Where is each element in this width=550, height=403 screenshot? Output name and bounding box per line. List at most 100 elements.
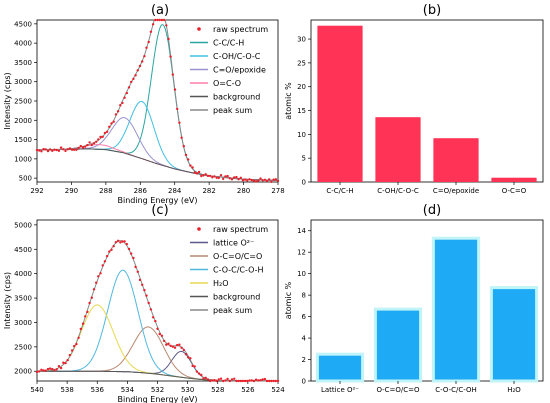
raw-spectrum-point — [86, 143, 89, 147]
raw-spectrum-point — [55, 368, 58, 371]
x-tick-label: 530 — [181, 386, 194, 394]
bar — [315, 352, 365, 383]
raw-spectrum-point — [119, 241, 122, 244]
category-label: C-OH/C-O-C — [377, 187, 419, 195]
raw-spectrum-point — [86, 310, 89, 314]
raw-spectrum-point — [243, 178, 247, 181]
raw-spectrum-point — [51, 149, 54, 152]
raw-spectrum-point — [222, 177, 225, 181]
raw-spectrum-point — [261, 179, 264, 182]
y-axis-label: atomic % — [284, 82, 293, 120]
x-tick-label: 284 — [168, 187, 182, 195]
raw-spectrum-point — [169, 344, 172, 347]
raw-spectrum-point — [138, 278, 142, 282]
raw-spectrum-point — [154, 319, 157, 323]
raw-spectrum-point — [243, 379, 247, 383]
raw-spectrum-point — [97, 138, 100, 141]
y-tick-label: 8 — [302, 292, 306, 300]
x-tick-label: 538 — [60, 386, 73, 394]
x-tick-label: 536 — [91, 386, 105, 394]
raw-spectrum-point — [233, 176, 236, 179]
raw-spectrum-point — [77, 336, 80, 339]
raw-spectrum-point — [92, 288, 96, 291]
y-tick-label: 2 — [302, 356, 306, 364]
raw-spectrum-point — [217, 176, 220, 180]
y-tick-label: 5000 — [14, 221, 32, 229]
raw-spectrum-point — [165, 24, 168, 27]
y-tick-label: 3000 — [14, 78, 32, 86]
raw-spectrum-point — [254, 180, 258, 183]
raw-spectrum-point — [173, 346, 177, 349]
raw-spectrum-point — [200, 174, 203, 178]
raw-spectrum-point — [84, 145, 87, 148]
raw-spectrum-point — [40, 150, 43, 153]
raw-spectrum-point — [92, 142, 96, 145]
category-label: C-C/C-H — [326, 187, 353, 195]
raw-spectrum-point — [226, 377, 229, 381]
raw-spectrum-point — [182, 348, 185, 352]
legend-label: C-C/C-H — [213, 39, 244, 48]
x-tick-label: 278 — [271, 187, 284, 195]
raw-spectrum-point — [70, 148, 74, 151]
chart-panel-0: (a) 292 290 288 286 284 282 280 278 500 1000 1500 20… — [3, 3, 285, 205]
x-tick-label: 290 — [65, 187, 78, 195]
raw-spectrum-point — [246, 179, 249, 182]
raw-spectrum-point — [121, 240, 124, 243]
raw-spectrum-point — [248, 379, 251, 382]
x-tick-label: 286 — [134, 187, 148, 195]
raw-spectrum-point — [202, 174, 205, 177]
raw-spectrum-point — [149, 30, 153, 33]
x-tick-label: 526 — [241, 386, 255, 394]
raw-spectrum-point — [263, 377, 267, 381]
raw-spectrum-point — [145, 294, 148, 297]
raw-spectrum-point — [239, 176, 242, 179]
raw-spectrum-point — [265, 179, 269, 183]
raw-spectrum-point — [206, 378, 210, 381]
category-label: C-O-C/C-OH — [435, 386, 476, 394]
bar — [491, 177, 537, 182]
raw-spectrum-point — [276, 379, 280, 383]
x-tick-label: 540 — [30, 386, 43, 394]
raw-spectrum-point — [252, 179, 256, 182]
y-tick-label: 20 — [297, 83, 306, 91]
raw-spectrum-point — [81, 322, 85, 325]
raw-spectrum-point — [182, 145, 185, 148]
raw-spectrum-point — [158, 332, 161, 336]
raw-spectrum-point — [42, 147, 45, 151]
raw-spectrum-point — [116, 110, 120, 113]
y-tick-label: 2000 — [14, 117, 32, 125]
raw-spectrum-point — [235, 175, 238, 179]
raw-spectrum-point — [171, 345, 174, 348]
raw-spectrum-point — [136, 69, 139, 72]
raw-spectrum-point — [46, 367, 50, 371]
raw-spectrum-point — [224, 175, 227, 178]
component-peak-line — [37, 269, 278, 382]
legend-label: background — [213, 93, 260, 102]
y-tick-label: 4500 — [14, 20, 32, 28]
y-tick-label: 2500 — [14, 343, 32, 351]
raw-spectrum-point — [211, 379, 214, 382]
raw-spectrum-point — [57, 365, 61, 368]
raw-spectrum-point — [114, 241, 118, 244]
legend-label: peak sum — [213, 106, 252, 115]
panel-label: (a) — [151, 3, 169, 18]
raw-spectrum-point — [105, 254, 109, 258]
raw-spectrum-point — [79, 144, 83, 148]
y-tick-label: 5 — [302, 155, 306, 163]
raw-spectrum-point — [241, 379, 245, 383]
raw-spectrum-point — [53, 369, 56, 372]
component-peak-line — [37, 304, 278, 382]
raw-spectrum-point — [160, 334, 164, 337]
raw-spectrum-point — [246, 379, 249, 383]
raw-spectrum-point — [274, 178, 277, 181]
raw-spectrum-point — [123, 96, 126, 99]
legend-label: peak sum — [213, 306, 252, 315]
raw-spectrum-point — [187, 356, 190, 359]
bar — [489, 286, 539, 383]
raw-spectrum-point — [217, 378, 220, 381]
raw-spectrum-point — [110, 122, 113, 125]
chart-panel-3: (d) 0 2 4 6 8 10 12 14 atomic % Lattice O²⁻ O-C=O/C… — [284, 203, 544, 394]
legend-label: C-O-C/C-O-H — [213, 266, 264, 275]
raw-spectrum-point — [180, 346, 183, 349]
raw-spectrum-point — [189, 164, 192, 167]
